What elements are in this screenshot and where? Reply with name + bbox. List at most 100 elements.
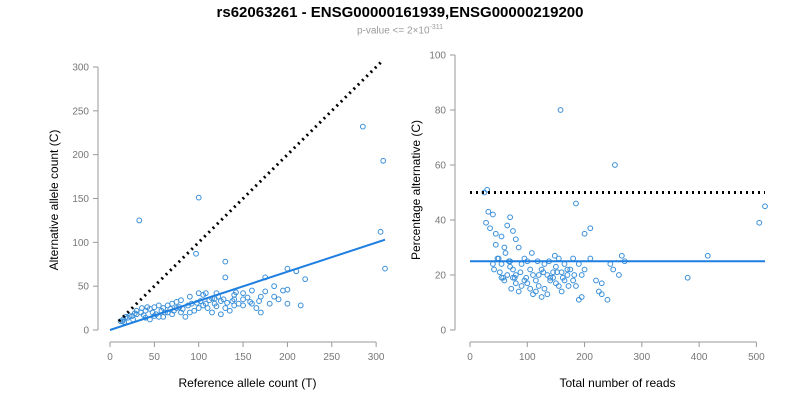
x-tick-label: 200 [576,352,593,363]
data-point [532,288,539,295]
data-point [491,266,497,273]
data-point [557,107,564,113]
data-point [256,298,262,304]
y-tick-label: 20 [435,271,447,282]
data-point [483,219,489,226]
data-point [500,274,507,281]
data-point [504,222,511,229]
data-point [275,296,282,303]
x-axis-label: Total number of reads [559,376,675,390]
data-point [490,261,496,267]
data-point [182,313,189,320]
y-tick-label: 40 [435,216,447,227]
data-point [575,296,582,303]
x-tick-label: 0 [107,352,113,363]
y-axis-label: Alternative allele count (C) [47,130,61,271]
x-axis-label: Reference allele count (T) [178,376,316,390]
data-point [517,269,524,276]
data-point [224,299,230,306]
data-point [501,244,508,251]
data-point [195,305,202,311]
data-point [558,288,565,295]
data-point [524,280,531,287]
data-point [186,293,193,300]
data-point [508,285,515,292]
data-point [523,274,530,281]
data-point [567,266,574,273]
data-point [240,290,246,297]
data-point [380,157,387,164]
x-tick-label: 100 [190,352,207,363]
data-point [193,250,199,257]
y-axis-label: Percentage alternative (C) [409,120,423,260]
data-point [581,266,588,273]
chart-subtitle: p-value <= 2×10-311 [0,24,800,36]
data-point [249,300,255,307]
data-point [598,291,605,298]
data-point [538,294,545,300]
x-tick-label: 200 [279,352,296,363]
data-point [510,274,516,281]
data-point [573,283,579,289]
data-point [612,162,618,168]
data-point [512,280,519,287]
data-point [515,288,522,295]
reference-line [117,58,385,323]
data-point [257,309,264,316]
data-point [481,189,488,196]
data-point [553,263,559,270]
data-point [231,296,238,303]
y-tick-label: 80 [435,106,447,117]
data-point [610,266,617,273]
data-point [280,287,286,294]
data-point [527,266,534,273]
y-tick-label: 100 [72,238,89,249]
plot-panel-1: 0 50 100 150 200 250 300 0 50 100 150 200 250 300 Refe… [47,58,388,390]
y-tick-label: 250 [72,106,89,117]
data-point [587,225,594,232]
data-point [559,274,566,281]
data-point [507,214,513,221]
data-point [209,309,215,316]
y-tick-label: 50 [78,282,90,293]
data-point [247,299,254,305]
data-point [284,300,291,307]
y-tick-label: 60 [435,161,447,172]
data-point [492,241,499,248]
data-point [485,208,492,215]
x-tick-label: 400 [691,352,708,363]
data-point [593,277,599,284]
data-point [607,261,614,267]
data-point [618,252,625,259]
data-point [604,296,611,303]
x-tick-label: 300 [634,352,651,363]
data-point [555,283,562,289]
data-point [558,269,565,276]
data-point [541,261,548,267]
data-point [762,203,768,210]
data-point [550,269,556,276]
data-point [512,236,519,243]
data-point [266,300,273,307]
data-point [554,269,560,276]
data-point [564,266,571,273]
x-tick-label: 150 [235,352,252,363]
data-point [684,274,691,281]
x-tick-label: 250 [323,352,340,363]
data-point [547,274,554,281]
data-point [490,211,496,218]
data-point [498,261,505,267]
plot-panel-2: 0 100 200 300 400 500 0 20 40 60 80 100 Total number… [409,51,768,390]
data-point [222,274,229,281]
y-tick-label: 0 [83,326,89,337]
data-point [515,244,522,251]
data-point [297,302,304,309]
data-point [302,276,309,283]
data-point [535,283,542,289]
data-point [498,233,505,240]
data-point [598,280,605,287]
data-point [226,307,233,314]
x-tick-label: 100 [519,352,536,363]
data-point [502,250,509,256]
